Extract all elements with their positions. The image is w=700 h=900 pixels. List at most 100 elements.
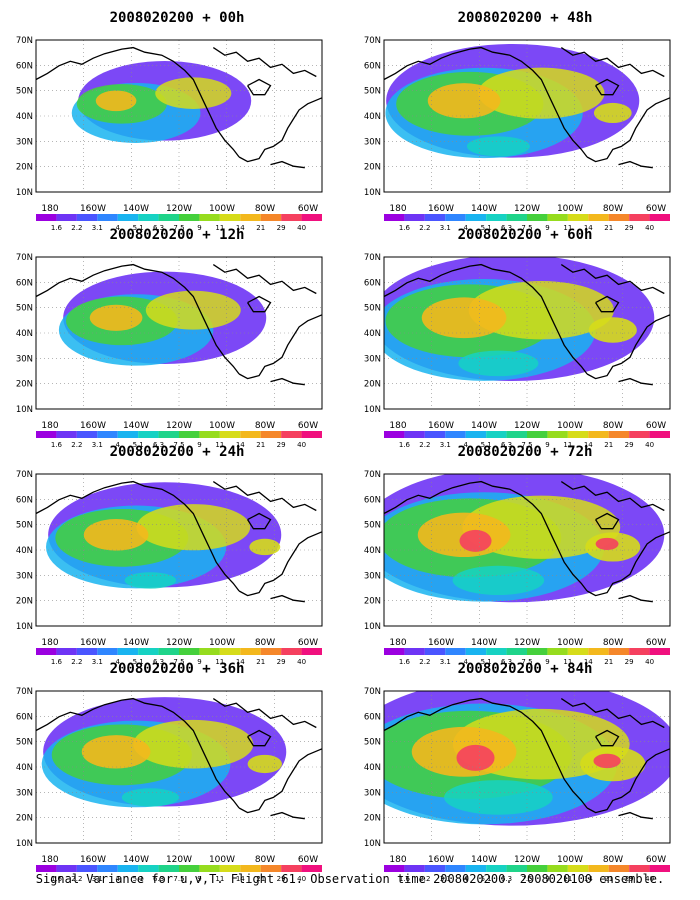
colorbar-swatch	[97, 431, 118, 438]
lat-label: 70N	[16, 687, 33, 697]
colorbar-label: 5.1	[481, 224, 492, 232]
variance-map: 70N 60N 50N 40N 30N 20N 10N	[364, 470, 671, 632]
colorbar-swatch	[240, 431, 261, 438]
lat-label: 40N	[364, 763, 381, 773]
coastline	[586, 97, 671, 163]
colorbar-label: 21	[256, 441, 265, 449]
lat-label: 60N	[16, 712, 33, 722]
lon-label: 60W	[298, 855, 318, 865]
colorbar-swatch	[404, 865, 425, 872]
colorbar-swatch	[199, 214, 220, 221]
coastline	[586, 531, 671, 597]
variance-map: 70N 60N 50N 40N 30N 20N 10N	[16, 687, 323, 849]
colorbar-swatch	[486, 214, 507, 221]
colorbar: 180 160W 140W 120W 100W 80W 60W 1.6 2.2 3.1 4 5.1 6.…	[384, 421, 670, 449]
colorbar-swatch	[527, 214, 548, 221]
colorbar-swatch	[36, 648, 57, 655]
lat-label: 60N	[16, 278, 33, 288]
lon-label: 120W	[166, 855, 192, 865]
coastline	[270, 160, 305, 169]
colorbar-label: 6.3	[153, 658, 164, 666]
colorbar-label: 6.3	[153, 875, 164, 883]
lon-label: 120W	[514, 855, 540, 865]
lon-label: 160W	[428, 204, 454, 214]
lat-label: 50N	[364, 738, 381, 748]
lat-label: 50N	[364, 521, 381, 531]
colorbar-swatch	[547, 648, 568, 655]
colorbar-label: 9	[197, 658, 201, 666]
lat-label: 20N	[364, 814, 381, 824]
lat-label: 20N	[16, 597, 33, 607]
map-panel-8: 2008020200 + 84h 70N 60N 50N 40N 30N 20N 10N 180…	[364, 661, 700, 883]
colorbar-swatch	[76, 214, 98, 221]
map-frame	[383, 256, 671, 410]
lat-label: 60N	[364, 495, 381, 505]
colorbar-swatch	[219, 431, 241, 438]
lat-label: 10N	[364, 188, 381, 198]
colorbar-swatch	[384, 214, 405, 221]
map-frame	[383, 39, 671, 193]
colorbar-label: 2.2	[71, 875, 82, 883]
colorbar-label: 40	[645, 658, 654, 666]
coastline	[247, 729, 272, 747]
coastline	[560, 264, 665, 295]
colorbar-swatch	[301, 865, 322, 872]
colorbar-swatch	[36, 865, 57, 872]
colorbar-label: 1.6	[399, 875, 411, 883]
colorbar-label: 5.1	[133, 441, 144, 449]
colorbar-swatch	[199, 865, 220, 872]
colorbar-label: 14	[584, 224, 593, 232]
colorbar-label: 7.5	[521, 441, 532, 449]
colorbar-swatch	[567, 431, 589, 438]
colorbar-swatch	[527, 865, 548, 872]
colorbar: 180 160W 140W 120W 100W 80W 60W 1.6 2.2 3.1 4 5.1 6.…	[36, 638, 322, 666]
colorbar-label: 11	[563, 224, 572, 232]
lon-label: 140W	[471, 204, 497, 214]
lon-label: 80W	[255, 421, 275, 431]
colorbar-swatch	[260, 431, 282, 438]
lon-label: 180	[389, 421, 406, 431]
lat-label: 70N	[16, 253, 33, 263]
colorbar-swatch	[506, 431, 527, 438]
colorbar-label: 4	[463, 658, 468, 666]
lat-label: 20N	[364, 380, 381, 390]
map-frame	[35, 256, 323, 410]
lat-label: 70N	[16, 470, 33, 480]
colorbar-swatch	[56, 431, 77, 438]
panel-title: 2008020200 + 60h	[457, 227, 593, 243]
colorbar-swatch	[56, 648, 77, 655]
coastline	[595, 78, 620, 96]
lon-label: 60W	[298, 204, 318, 214]
colorbar-label: 40	[297, 875, 306, 883]
colorbar-swatch	[547, 865, 568, 872]
lon-label: 100W	[557, 638, 583, 648]
colorbar-swatch	[649, 214, 670, 221]
colorbar-label: 7.5	[521, 224, 532, 232]
colorbar-swatch	[219, 648, 241, 655]
lon-label: 160W	[428, 638, 454, 648]
coastline	[618, 160, 653, 169]
map-frame	[383, 690, 671, 844]
colorbar-swatch	[608, 431, 630, 438]
colorbar-label: 11	[215, 224, 224, 232]
lon-label: 160W	[80, 855, 106, 865]
lat-label: 50N	[364, 87, 381, 97]
colorbar-label: 3.1	[440, 441, 451, 449]
colorbar-swatch	[260, 648, 282, 655]
colorbar-label: 3.1	[440, 658, 451, 666]
lat-label: 20N	[16, 814, 33, 824]
lon-label: 120W	[514, 638, 540, 648]
colorbar-label: 1.6	[51, 441, 63, 449]
colorbar-label: 5.1	[481, 441, 492, 449]
colorbar-swatch	[608, 214, 630, 221]
lat-label: 40N	[16, 763, 33, 773]
colorbar-swatch	[567, 648, 589, 655]
colorbar-swatch	[629, 214, 650, 221]
coastline	[212, 698, 317, 729]
colorbar-swatch	[56, 214, 77, 221]
colorbar-swatch	[384, 648, 405, 655]
colorbar-label: 7.5	[521, 658, 532, 666]
lon-label: 160W	[80, 421, 106, 431]
lon-label: 60W	[298, 638, 318, 648]
lat-label: 30N	[16, 137, 33, 147]
